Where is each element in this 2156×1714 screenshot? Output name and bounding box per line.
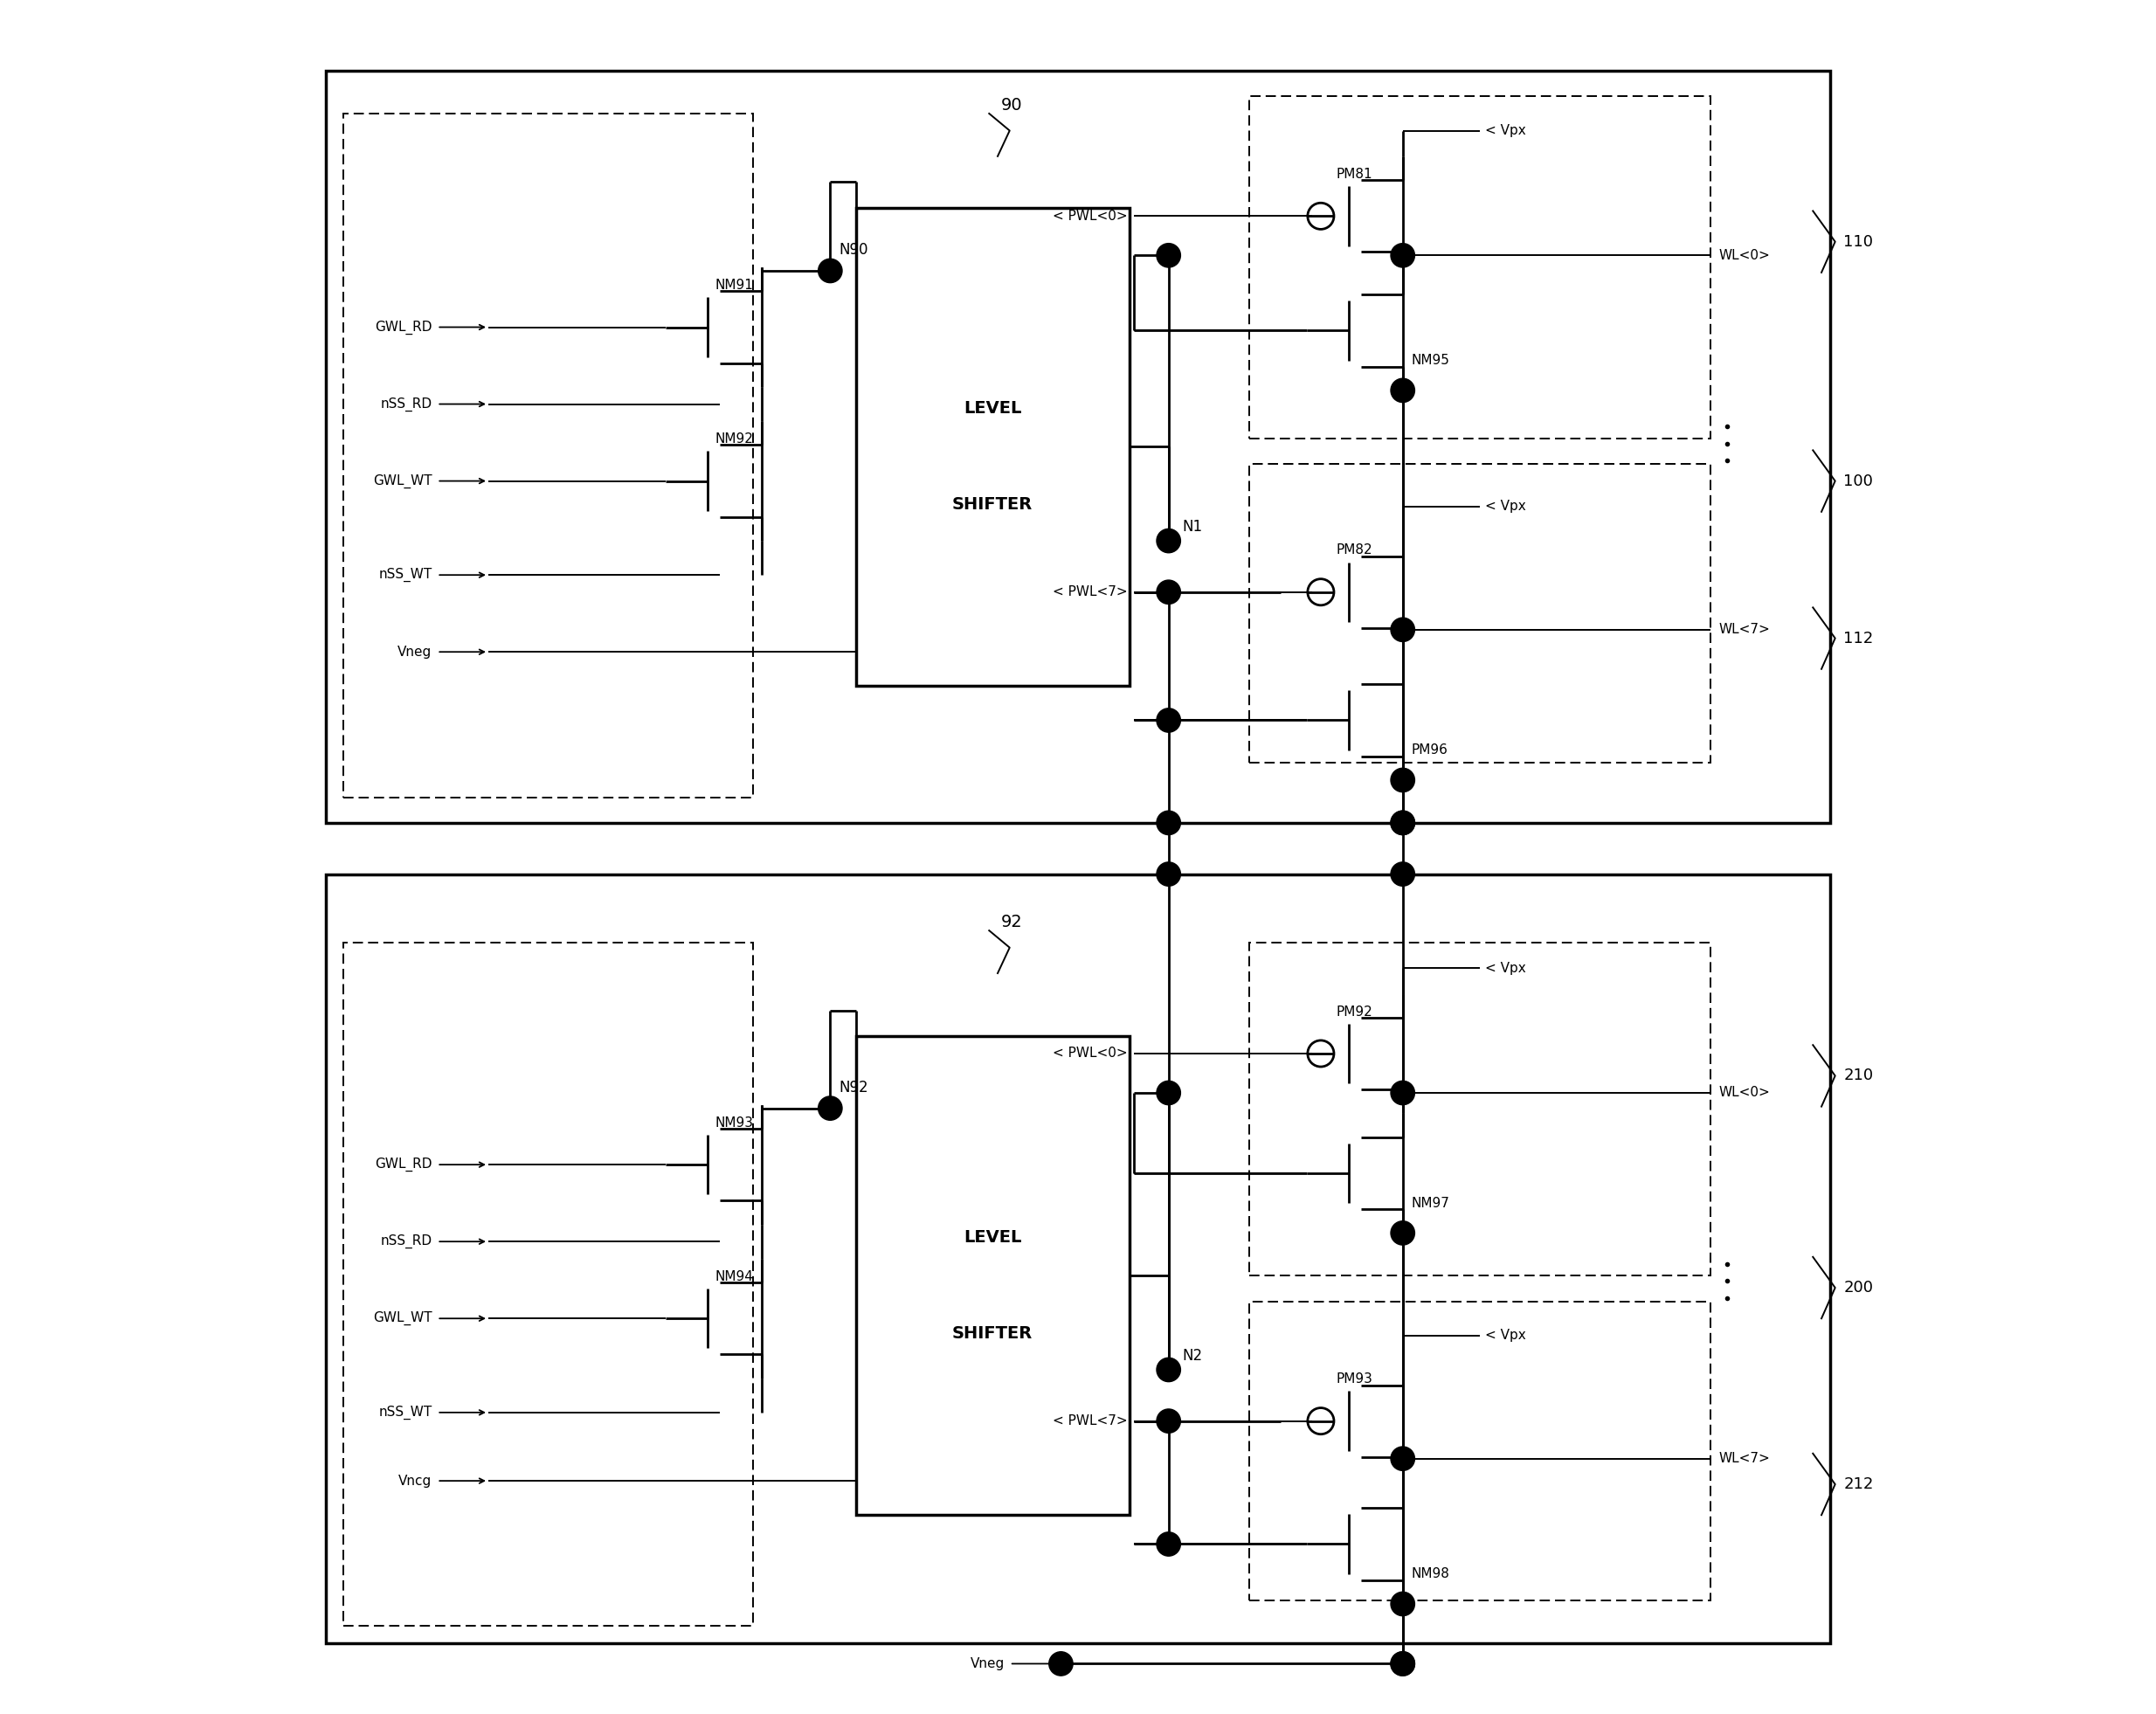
Circle shape [1156, 1082, 1181, 1106]
Text: NM91: NM91 [716, 279, 752, 291]
Text: LEVEL: LEVEL [964, 401, 1022, 417]
Circle shape [1391, 1652, 1414, 1676]
Text: 112: 112 [1843, 631, 1874, 646]
Circle shape [1391, 243, 1414, 267]
Text: N2: N2 [1181, 1349, 1203, 1364]
Text: NM97: NM97 [1412, 1196, 1449, 1210]
Bar [856, 1037, 1130, 1515]
Circle shape [1050, 1652, 1074, 1676]
Circle shape [1156, 579, 1181, 603]
Text: < PWL<7>: < PWL<7> [1052, 1414, 1128, 1428]
Text: Vneg: Vneg [397, 646, 431, 658]
Text: nSS_WT: nSS_WT [379, 1405, 431, 1419]
Bar [1248, 1301, 1710, 1601]
Text: WL<7>: WL<7> [1718, 1452, 1770, 1465]
Circle shape [1156, 1532, 1181, 1556]
Circle shape [1391, 811, 1414, 835]
Text: N92: N92 [839, 1080, 869, 1095]
Bar [343, 113, 752, 797]
Circle shape [1391, 811, 1414, 835]
Circle shape [1156, 862, 1181, 886]
Text: 210: 210 [1843, 1068, 1874, 1083]
Text: NM93: NM93 [716, 1116, 752, 1130]
Circle shape [1156, 243, 1181, 267]
Bar [343, 943, 752, 1627]
Text: 100: 100 [1843, 473, 1874, 488]
Text: Vncg: Vncg [399, 1474, 431, 1488]
Text: WL<7>: WL<7> [1718, 624, 1770, 636]
Circle shape [1391, 1652, 1414, 1676]
Text: WL<0>: WL<0> [1718, 249, 1770, 262]
Text: 110: 110 [1843, 233, 1874, 250]
Circle shape [1156, 708, 1181, 732]
Text: N90: N90 [839, 242, 869, 259]
Circle shape [1156, 530, 1181, 554]
Text: SHIFTER: SHIFTER [953, 1325, 1033, 1342]
Text: < Vpx: < Vpx [1485, 500, 1526, 512]
Text: WL<0>: WL<0> [1718, 1087, 1770, 1099]
Circle shape [1391, 379, 1414, 403]
Circle shape [1156, 1409, 1181, 1433]
Bar [1248, 96, 1710, 439]
Bar [326, 70, 1830, 823]
Circle shape [819, 259, 843, 283]
Text: < Vpx: < Vpx [1485, 123, 1526, 137]
Text: 90: 90 [1000, 96, 1022, 113]
Text: nSS_RD: nSS_RD [379, 1234, 431, 1248]
Text: NM94: NM94 [716, 1270, 752, 1284]
Circle shape [1391, 1592, 1414, 1616]
Text: 212: 212 [1843, 1476, 1874, 1493]
Text: GWL_RD: GWL_RD [375, 321, 431, 334]
Text: GWL_WT: GWL_WT [373, 1311, 431, 1325]
Text: < PWL<7>: < PWL<7> [1052, 586, 1128, 598]
Text: < PWL<0>: < PWL<0> [1052, 209, 1128, 223]
Bar [856, 207, 1130, 686]
Text: N1: N1 [1181, 519, 1203, 535]
Text: NM95: NM95 [1412, 353, 1449, 367]
Text: PM92: PM92 [1337, 1004, 1373, 1018]
Text: PM82: PM82 [1337, 543, 1373, 557]
Circle shape [1391, 617, 1414, 641]
Circle shape [819, 1097, 843, 1121]
Text: < Vpx: < Vpx [1485, 962, 1526, 975]
Text: GWL_RD: GWL_RD [375, 1157, 431, 1172]
Circle shape [1391, 768, 1414, 792]
Text: NM98: NM98 [1412, 1567, 1449, 1580]
Text: PM96: PM96 [1412, 744, 1449, 756]
Circle shape [1391, 862, 1414, 886]
Text: < Vpx: < Vpx [1485, 1328, 1526, 1342]
Circle shape [1156, 811, 1181, 835]
Text: nSS_WT: nSS_WT [379, 567, 431, 583]
Text: NM92: NM92 [716, 432, 752, 446]
Text: PM93: PM93 [1337, 1373, 1373, 1385]
Bar [1248, 464, 1710, 763]
Text: 200: 200 [1843, 1280, 1874, 1296]
Bar [1248, 943, 1710, 1275]
Circle shape [1391, 1082, 1414, 1106]
Text: LEVEL: LEVEL [964, 1229, 1022, 1246]
Text: nSS_RD: nSS_RD [379, 398, 431, 411]
Bar [326, 874, 1830, 1644]
Text: < PWL<0>: < PWL<0> [1052, 1047, 1128, 1059]
Text: SHIFTER: SHIFTER [953, 495, 1033, 512]
Text: PM81: PM81 [1337, 168, 1373, 180]
Circle shape [1391, 1447, 1414, 1471]
Circle shape [1156, 1357, 1181, 1381]
Text: GWL_WT: GWL_WT [373, 473, 431, 488]
Circle shape [1391, 1220, 1414, 1244]
Text: 92: 92 [1000, 914, 1022, 931]
Text: Vneg: Vneg [970, 1657, 1005, 1669]
